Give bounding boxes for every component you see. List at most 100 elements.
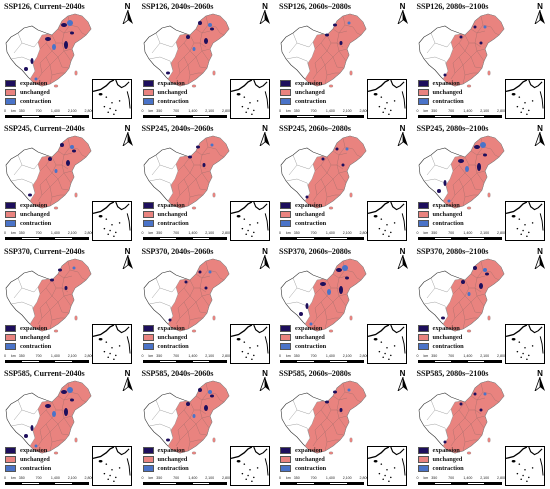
china-map (143, 258, 229, 332)
legend-item-contraction: contraction (280, 342, 368, 351)
expansion-area (345, 276, 349, 279)
inset-coastline (93, 324, 115, 337)
scale-tick-label: 2,100 (67, 231, 77, 236)
south-china-sea-inset (504, 79, 545, 119)
inset-island (243, 463, 245, 465)
scale-labels: 0 350 700 1,400 2,100 2,800 km (279, 231, 369, 237)
scale-tick-label: 2,800 (497, 475, 506, 480)
inset-island (105, 218, 108, 221)
scale-tick-label: 2,100 (480, 109, 490, 113)
province-border (320, 165, 328, 174)
province-border (338, 269, 346, 278)
map-panel-15: SSP585, 2060s–2080s N expansion unchanged… (275, 367, 413, 489)
legend-label: expansion (295, 446, 323, 454)
inset-coastline (390, 202, 405, 211)
province-border (332, 50, 347, 62)
expansion-area (184, 280, 187, 283)
inset-island (241, 228, 243, 230)
inset-island (115, 354, 117, 356)
island-hainan (328, 206, 334, 210)
scale-tick-label: 0 (4, 109, 6, 113)
expansion-area (209, 394, 214, 398)
legend-swatch (280, 324, 291, 332)
legend-swatch (5, 98, 16, 105)
province-border (63, 24, 71, 34)
scale-unit: km (11, 353, 16, 358)
scale-bar-graphic (142, 359, 227, 363)
inset-coastline (252, 446, 268, 456)
legend: expansion unchanged contraction (5, 324, 93, 351)
scale-labels: 0 350 700 1,400 2,100 2,800 km (279, 109, 369, 115)
north-arrow-label: N (537, 368, 543, 378)
expansion-area (333, 390, 337, 394)
inset-coastline (401, 213, 406, 231)
inset-coastline (390, 446, 405, 456)
legend-label: unchanged (432, 333, 463, 341)
scale-tick-label: 1,400 (325, 475, 335, 480)
inset-coastline (115, 202, 130, 211)
province-border (10, 56, 33, 62)
inset-island (111, 346, 113, 349)
scale-tick-label: 700 (310, 353, 317, 358)
province-border (314, 56, 322, 74)
legend-label: contraction (20, 342, 52, 350)
china-map (280, 135, 367, 210)
contraction-area (345, 147, 349, 151)
province-border (171, 41, 176, 48)
expansion-area (459, 402, 462, 406)
inset-island (380, 96, 383, 98)
province-border (314, 423, 322, 440)
inset-coastline (505, 324, 527, 337)
scale-bar-graphic (417, 481, 502, 485)
province-border (41, 64, 53, 76)
north-arrow-icon (259, 254, 270, 269)
inset-island (523, 224, 526, 226)
island-hainan (191, 451, 196, 455)
province-border (320, 409, 328, 418)
north-arrow-icon (397, 132, 408, 147)
map-panel-16: SSP585, 2080s–2100s N expansion unchanged… (413, 367, 550, 489)
legend: expansion unchanged contraction (280, 79, 368, 106)
scale-tick-label: 2,100 (342, 109, 352, 113)
inset-island (521, 474, 524, 477)
legend-swatch (142, 220, 154, 228)
legend-item-expansion: expansion (142, 201, 231, 210)
island-taiwan (212, 315, 215, 320)
expansion-area (299, 311, 303, 316)
expansion-area (476, 163, 481, 172)
map-panel-11: SSP370, 2060s–2080s N expansion unchanged… (275, 245, 413, 367)
scale-tick-label: 350 (18, 475, 25, 480)
legend-item-contraction: contraction (5, 219, 93, 228)
contraction-area (479, 142, 486, 149)
inset-island (384, 352, 386, 354)
expansion-area (478, 282, 483, 289)
inset-coastline (126, 458, 131, 476)
scale-tick-label: 1,400 (325, 353, 335, 358)
north-arrow-label: N (537, 124, 543, 134)
inset-island (378, 105, 381, 108)
province-border (177, 423, 184, 440)
province-border (452, 34, 465, 50)
scale-unit: km (286, 475, 291, 480)
inset-island (113, 235, 115, 238)
scale-tick-label: 700 (35, 353, 42, 358)
inset-coastline (527, 446, 543, 456)
legend-item-expansion: expansion (5, 201, 93, 210)
province-border (199, 433, 207, 435)
island-hainan (466, 206, 471, 210)
island-hainan (191, 329, 196, 332)
province-border (171, 286, 176, 292)
province-border (151, 42, 160, 54)
legend-label: contraction (295, 220, 327, 228)
province-border (312, 439, 318, 446)
province-border (63, 269, 71, 278)
province-border (312, 195, 318, 202)
north-arrow-label: N (124, 2, 131, 11)
province-border (336, 433, 345, 435)
inset-coastline (264, 213, 269, 231)
province-border (450, 439, 455, 446)
inset-island (373, 337, 378, 340)
province-border (177, 279, 190, 294)
inset-coastline (527, 202, 543, 211)
south-china-sea-inset (229, 79, 270, 119)
